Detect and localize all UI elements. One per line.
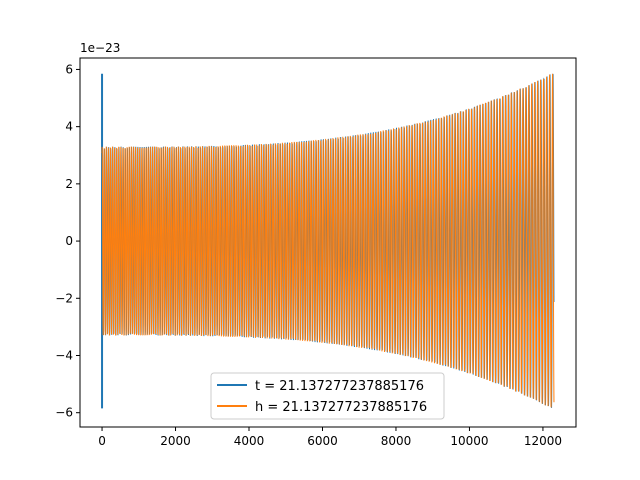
legend: t = 21.137277237885176 h = 21.13727723788… [210,372,445,420]
x-tick-label: 8000 [381,434,412,448]
plot-area [101,73,555,409]
y-tick-label: 2 [65,177,73,191]
x-tick-label: 12000 [524,434,562,448]
x-tick-label: 0 [98,434,106,448]
x-tick-label: 10000 [450,434,488,448]
y-offset-label: 1e−23 [80,41,120,55]
y-tick-label: −6 [55,406,73,420]
legend-label: h = 21.137277237885176 [255,400,427,415]
axes-frame [79,57,577,428]
y-axis: −6 −4 −2 0 2 4 6 [55,62,80,420]
y-tick-label: −4 [55,348,73,362]
x-tick-label: 2000 [160,434,191,448]
series-line-h [101,73,555,408]
x-axis: 0 2000 4000 6000 8000 10000 12000 [98,427,562,448]
y-tick-label: 4 [65,120,73,134]
legend-box [210,372,445,420]
x-tick-label: 6000 [307,434,338,448]
y-tick-label: 6 [65,62,73,76]
legend-label: t = 21.137277237885176 [255,379,424,394]
y-tick-label: −2 [55,291,73,305]
y-tick-label: 0 [65,234,73,248]
x-tick-label: 4000 [234,434,265,448]
